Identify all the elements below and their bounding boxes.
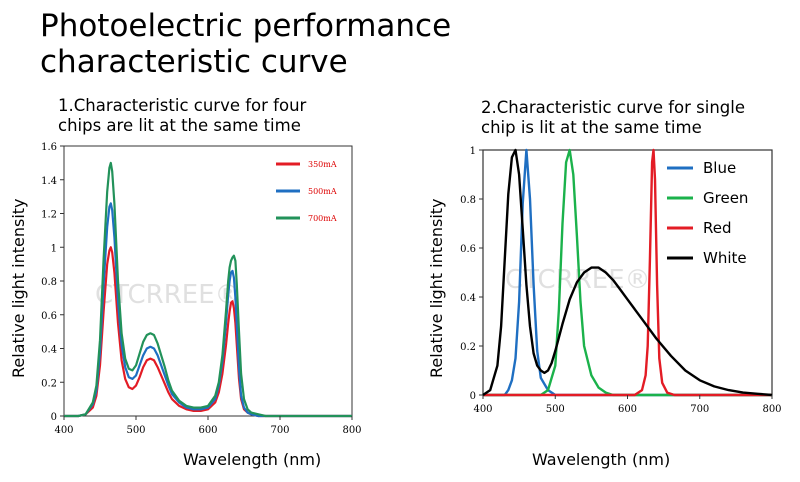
chart1-subtitle-line-1: 1.Characteristic curve for four — [58, 96, 307, 115]
chart2-y-tick-label: 0 — [470, 391, 476, 402]
chart2-y-tick-label: 0.4 — [460, 293, 476, 304]
chart1-legend-label: 350mA — [308, 160, 337, 169]
chart1-y-tick-label: 1.6 — [41, 142, 57, 153]
chart1-x-axis-label: Wavelength (nm) — [183, 450, 321, 469]
page-title-line-1: Photoelectric performance — [40, 8, 452, 44]
chart1-y-tick-label: 0 — [51, 412, 57, 423]
chart2-legend-label: Blue — [703, 159, 736, 177]
chart1-y-tick-label: 0.6 — [41, 311, 57, 322]
chart1-y-tick-label: 1.2 — [41, 210, 57, 221]
chart2-y-tick-label: 0.6 — [460, 244, 476, 255]
chart2-legend-label: Red — [703, 219, 732, 237]
chart1-legend-label: 500mA — [308, 187, 337, 196]
chart1-x-tick-label: 500 — [126, 425, 145, 436]
chart1-subtitle-line-2: chips are lit at the same time — [58, 116, 301, 135]
chart2-x-axis-label: Wavelength (nm) — [532, 450, 670, 469]
chart1-y-tick-label: 1.4 — [41, 176, 57, 187]
chart2-subtitle: 2.Characteristic curve for single chip i… — [481, 98, 745, 138]
chart2-y-axis-label: Relative light intensity — [427, 198, 446, 378]
chart1-y-tick-label: 0.2 — [41, 378, 57, 389]
chart2-y-tick-label: 0.8 — [460, 195, 476, 206]
chart2-series-red-line — [483, 148, 772, 397]
chart1-subtitle: 1.Characteristic curve for four chips ar… — [58, 96, 306, 136]
chart2-series-white-line — [482, 148, 773, 397]
chart2-subtitle-line-1: 2.Characteristic curve for single — [481, 98, 746, 117]
chart2-legend-label: White — [703, 249, 747, 267]
chart2-subtitle-line-2: chip is lit at the same time — [481, 118, 702, 137]
chart1-x-tick-label: 600 — [198, 425, 217, 436]
chart2-x-tick-label: 500 — [546, 404, 565, 415]
chart1-x-tick-label: 800 — [342, 425, 361, 436]
chart1-y-axis-label: Relative light intensity — [9, 198, 28, 378]
chart2-x-tick-label: 800 — [762, 404, 781, 415]
page-title: Photoelectric performance characteristic… — [40, 8, 451, 80]
chart2-series-blue-line — [483, 148, 772, 397]
chart1-x-tick-label: 400 — [54, 425, 73, 436]
chart1-series-350ma-line — [64, 246, 352, 418]
chart2-x-tick-label: 400 — [473, 404, 492, 415]
chart1-y-tick-label: 0.4 — [41, 345, 57, 356]
chart1-x-tick-label: 700 — [270, 425, 289, 436]
chart2-y-tick-label: 1 — [470, 146, 476, 157]
page-title-line-2: characteristic curve — [40, 44, 348, 80]
chart1: CTCRREE® 400 500 600 700 80000.20.40.60.811.… — [9, 142, 362, 469]
chart1-series-700ma-line — [64, 161, 352, 418]
chart2-x-tick-label: 700 — [690, 404, 709, 415]
chart1-legend-label: 700mA — [308, 214, 337, 223]
chart1-y-tick-label: 1 — [51, 243, 57, 254]
chart1-y-tick-label: 0.8 — [41, 277, 57, 288]
chart2-series-green-line — [483, 148, 772, 397]
chart2-y-tick-label: 0.2 — [460, 342, 476, 353]
chart2-x-tick-label: 600 — [618, 404, 637, 415]
chart1-series-500ma-line — [64, 202, 352, 418]
chart2-legend-label: Green — [703, 189, 748, 207]
